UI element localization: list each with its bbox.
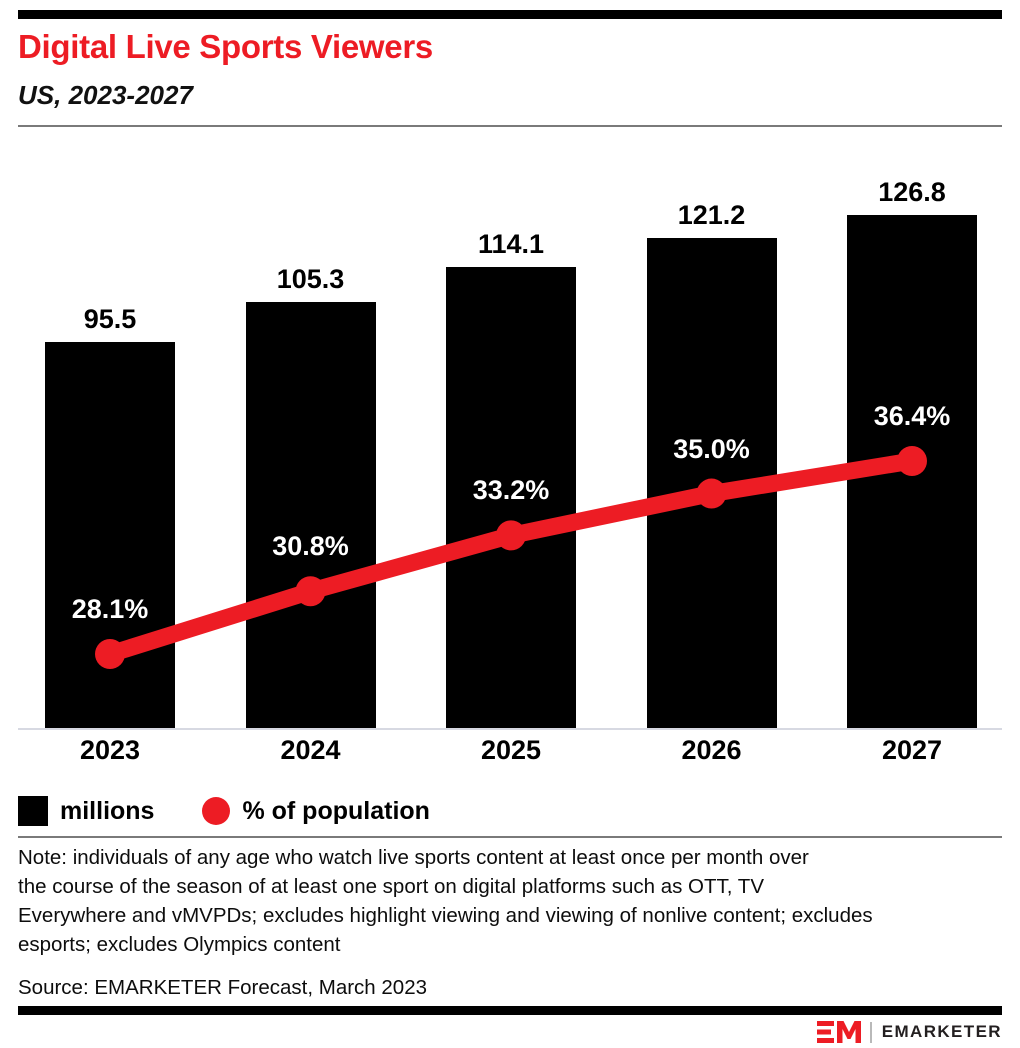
chart-note-line-4: esports; excludes Olympics content [18, 933, 341, 956]
chart-legend: millions % of population [18, 791, 478, 831]
chart-source: Source: EMARKETER Forecast, March 2023 [18, 976, 428, 999]
legend-square-icon [18, 796, 48, 826]
chart-note: Note: individuals of any age who watch l… [18, 843, 993, 959]
bar-value-label-2024: 105.3 [276, 264, 345, 295]
chart-plot-area: 95.5 105.3 114.1 121.2 126.8 28.1% 30.8% 33.2%… [18, 150, 1002, 730]
percent-marker-2024 [295, 576, 326, 607]
bar-2024 [245, 302, 376, 728]
brand-logo: EMARKETER [816, 1020, 1002, 1044]
legend-circle-icon [202, 797, 231, 825]
chart-note-line-2: the course of the season of at least one… [18, 875, 764, 898]
percent-value-label-2025: 33.2% [472, 475, 550, 506]
bar-value-label-2026: 121.2 [677, 200, 746, 231]
bar-value-label-2023: 95.5 [83, 303, 137, 334]
em-logo-icon [816, 1021, 861, 1043]
legend-label-millions: millions [60, 796, 155, 825]
legend-label-percent-of-population: % of population [242, 796, 430, 825]
x-axis-labels: 2023 2024 2025 2026 2027 [18, 733, 1002, 773]
percent-marker-2026 [696, 478, 727, 509]
header-top-rule [18, 10, 1002, 19]
legend-item-millions: millions [18, 796, 154, 826]
percent-marker-2023 [95, 639, 125, 669]
brand-name: EMARKETER [881, 1022, 1002, 1041]
legend-item-percent-of-population: % of population [202, 796, 430, 826]
bar-value-label-2025: 114.1 [477, 228, 545, 259]
x-axis-tick-2023: 2023 [79, 735, 141, 765]
x-axis-tick-2025: 2025 [480, 735, 542, 765]
x-axis-tick-2024: 2024 [280, 735, 341, 765]
chart-baseline [18, 728, 1002, 730]
legend-bottom-rule [18, 836, 1002, 838]
percent-value-label-2026: 35.0% [673, 433, 750, 464]
page-subtitle: US, 2023-2027 [18, 80, 193, 110]
header-bottom-rule [18, 125, 1002, 127]
chart-note-line-1: Note: individuals of any age who watch l… [18, 846, 809, 869]
bar-value-label-2027: 126.8 [878, 177, 946, 208]
page-title: Digital Live Sports Viewers [18, 28, 433, 65]
brand-divider [869, 1021, 872, 1043]
percent-value-label-2027: 36.4% [873, 401, 951, 431]
percent-marker-2027 [897, 446, 927, 476]
percent-marker-2025 [496, 520, 526, 551]
percent-line-layer [95, 446, 927, 669]
footer-top-rule [18, 1006, 1002, 1015]
percent-value-label-2024: 30.8% [272, 531, 349, 562]
x-axis-tick-2026: 2026 [681, 735, 742, 765]
x-axis-tick-2027: 2027 [881, 735, 943, 765]
bar-2025 [446, 266, 576, 728]
percent-value-label-2023: 28.1% [71, 594, 149, 624]
chart-note-line-3: Everywhere and vMVPDs; excludes highligh… [18, 904, 873, 927]
